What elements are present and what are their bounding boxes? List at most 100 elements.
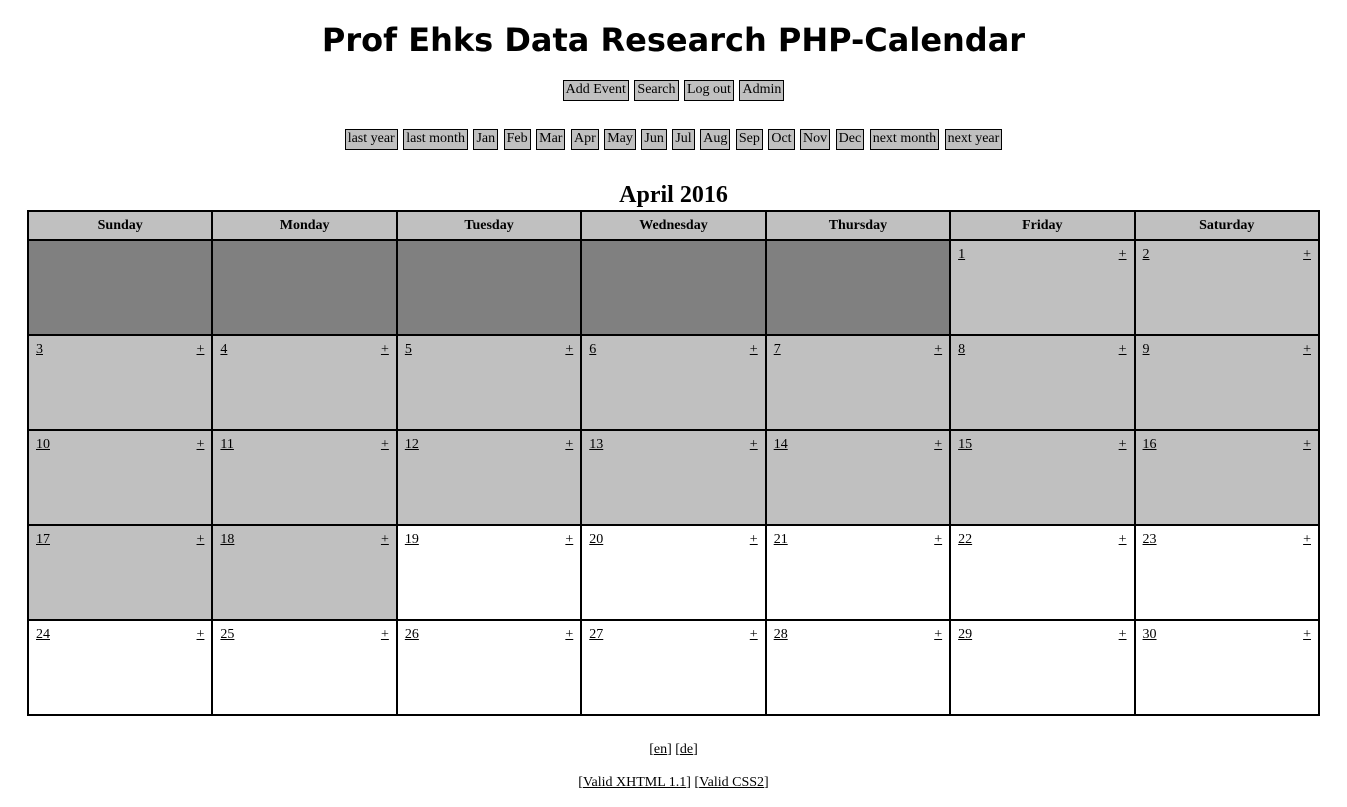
add-event-day-link[interactable]: +: [565, 532, 574, 547]
month-feb-button[interactable]: Feb: [503, 129, 531, 150]
day-number-link[interactable]: 5: [404, 342, 412, 357]
day-cell[interactable]: 27 +: [580, 619, 767, 716]
month-apr-button[interactable]: Apr: [570, 129, 599, 150]
add-event-day-link[interactable]: +: [196, 437, 205, 452]
day-cell[interactable]: 5 +: [395, 334, 583, 431]
next-month-button[interactable]: next month: [869, 129, 940, 150]
add-event-day-link[interactable]: +: [565, 437, 574, 452]
add-event-day-link[interactable]: +: [380, 532, 389, 547]
day-cell[interactable]: 4 +: [211, 334, 398, 431]
day-cell[interactable]: 18 +: [211, 524, 398, 621]
day-number-link[interactable]: 9: [1142, 342, 1150, 357]
add-event-day-link[interactable]: +: [1303, 342, 1311, 357]
valid-xhtml-link[interactable]: Valid XHTML 1.1: [582, 775, 687, 790]
day-number-link[interactable]: 10: [36, 437, 50, 452]
month-nov-button[interactable]: Nov: [800, 129, 831, 150]
day-cell[interactable]: 11 +: [211, 429, 398, 526]
day-cell[interactable]: 8 +: [949, 334, 1136, 431]
add-event-day-link[interactable]: +: [380, 627, 389, 642]
add-event-day-link[interactable]: +: [749, 627, 758, 642]
add-event-day-link[interactable]: +: [1303, 247, 1311, 262]
day-number-link[interactable]: 11: [220, 437, 234, 452]
day-number-link[interactable]: 3: [36, 342, 43, 357]
day-cell[interactable]: 21 +: [764, 524, 952, 621]
day-cell[interactable]: 15 +: [949, 429, 1136, 526]
add-event-day-link[interactable]: +: [934, 627, 943, 642]
day-number-link[interactable]: 23: [1142, 532, 1157, 547]
day-cell[interactable]: 25 +: [211, 619, 398, 716]
day-number-link[interactable]: 13: [589, 437, 604, 452]
day-number-link[interactable]: 8: [958, 342, 966, 357]
add-event-day-link[interactable]: +: [1118, 627, 1127, 642]
day-cell[interactable]: 7 +: [764, 334, 952, 431]
add-event-day-link[interactable]: +: [749, 437, 758, 452]
day-cell[interactable]: 12 +: [395, 429, 583, 526]
day-number-link[interactable]: 6: [589, 342, 597, 357]
day-number-link[interactable]: 17: [36, 532, 50, 547]
language-link-de[interactable]: de: [679, 742, 694, 757]
month-jul-button[interactable]: Jul: [672, 129, 695, 150]
day-cell[interactable]: 14 +: [764, 429, 952, 526]
add-event-day-link[interactable]: +: [565, 342, 574, 357]
add-event-day-link[interactable]: +: [565, 627, 574, 642]
last-year-button[interactable]: last year: [344, 129, 398, 150]
day-cell[interactable]: 13 +: [580, 429, 767, 526]
day-cell[interactable]: 16 +: [1133, 429, 1321, 526]
day-number-link[interactable]: 14: [773, 437, 788, 452]
add-event-day-link[interactable]: +: [1118, 342, 1127, 357]
day-number-link[interactable]: 22: [958, 532, 973, 547]
month-oct-button[interactable]: Oct: [768, 129, 795, 150]
log-out-button[interactable]: Log out: [684, 80, 734, 101]
valid-css-link[interactable]: Valid CSS2: [699, 775, 765, 790]
day-cell[interactable]: 2 +: [1133, 239, 1321, 336]
add-event-day-link[interactable]: +: [1303, 627, 1311, 642]
day-number-link[interactable]: 25: [220, 627, 235, 642]
day-number-link[interactable]: 27: [589, 627, 604, 642]
add-event-button[interactable]: Add Event: [562, 80, 629, 101]
add-event-day-link[interactable]: +: [1118, 532, 1127, 547]
add-event-day-link[interactable]: +: [749, 532, 758, 547]
day-number-link[interactable]: 28: [773, 627, 788, 642]
month-sep-button[interactable]: Sep: [735, 129, 763, 150]
day-cell[interactable]: 6 +: [580, 334, 767, 431]
next-year-button[interactable]: next year: [944, 129, 1003, 150]
day-cell[interactable]: 20 +: [580, 524, 767, 621]
search-button[interactable]: Search: [634, 80, 679, 101]
add-event-day-link[interactable]: +: [1303, 532, 1311, 547]
day-number-link[interactable]: 24: [36, 627, 50, 642]
day-cell[interactable]: 26 +: [395, 619, 583, 716]
add-event-day-link[interactable]: +: [380, 342, 389, 357]
month-jan-button[interactable]: Jan: [473, 129, 499, 150]
day-cell[interactable]: 28 +: [764, 619, 952, 716]
add-event-day-link[interactable]: +: [934, 532, 943, 547]
day-cell[interactable]: 23 +: [1133, 524, 1321, 621]
day-number-link[interactable]: 1: [958, 247, 966, 262]
add-event-day-link[interactable]: +: [380, 437, 389, 452]
add-event-day-link[interactable]: +: [1118, 247, 1127, 262]
day-cell[interactable]: 3 +: [26, 334, 214, 431]
day-number-link[interactable]: 16: [1142, 437, 1157, 452]
day-number-link[interactable]: 29: [958, 627, 973, 642]
day-cell[interactable]: 9 +: [1133, 334, 1321, 431]
day-number-link[interactable]: 20: [589, 532, 604, 547]
month-jun-button[interactable]: Jun: [641, 129, 667, 150]
day-cell[interactable]: 24 +: [26, 619, 214, 716]
add-event-day-link[interactable]: +: [934, 342, 943, 357]
day-number-link[interactable]: 12: [404, 437, 419, 452]
day-cell[interactable]: 29 +: [949, 619, 1136, 716]
day-number-link[interactable]: 26: [404, 627, 419, 642]
day-cell[interactable]: 10 +: [26, 429, 214, 526]
admin-button[interactable]: Admin: [739, 80, 785, 101]
add-event-day-link[interactable]: +: [196, 342, 205, 357]
day-cell[interactable]: 17 +: [26, 524, 214, 621]
month-aug-button[interactable]: Aug: [700, 129, 731, 150]
add-event-day-link[interactable]: +: [1118, 437, 1127, 452]
month-may-button[interactable]: May: [604, 129, 636, 150]
day-cell[interactable]: 22 +: [949, 524, 1136, 621]
language-link-en[interactable]: en: [653, 742, 668, 757]
day-number-link[interactable]: 21: [773, 532, 788, 547]
day-cell[interactable]: 30 +: [1133, 619, 1321, 716]
day-number-link[interactable]: 2: [1142, 247, 1150, 262]
add-event-day-link[interactable]: +: [1303, 437, 1311, 452]
add-event-day-link[interactable]: +: [196, 627, 205, 642]
